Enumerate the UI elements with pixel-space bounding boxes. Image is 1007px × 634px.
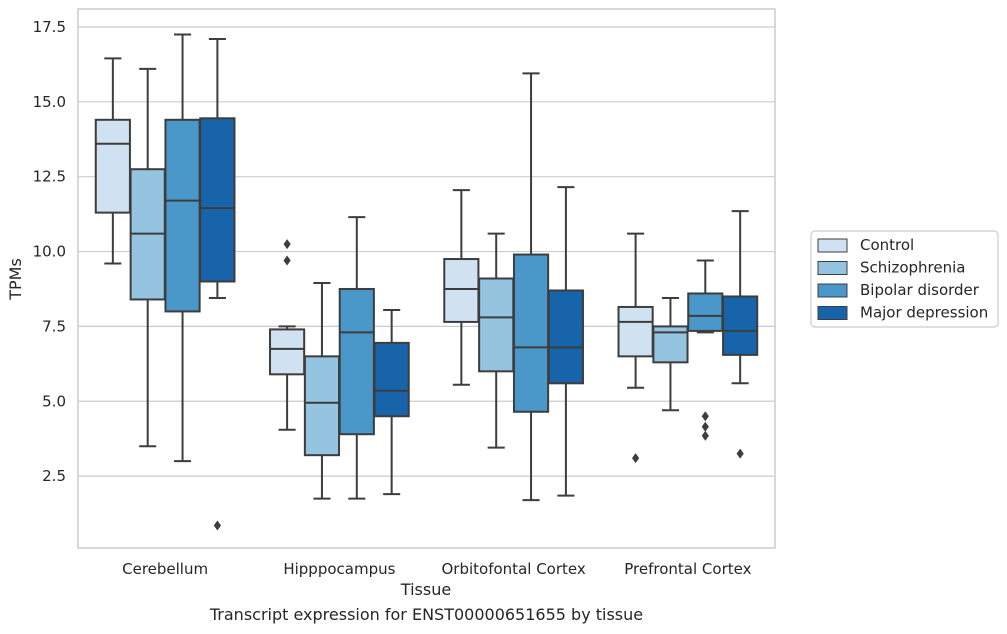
outlier-point — [283, 255, 291, 266]
x-axis-label: Tissue — [400, 580, 451, 599]
x-tick-label: Prefrontal Cortex — [624, 560, 751, 578]
box-iqr — [199, 117, 236, 283]
y-tick-label: 15.0 — [33, 93, 66, 111]
box-iqr — [687, 292, 724, 332]
box-iqr — [338, 287, 375, 436]
y-tick-label: 5.0 — [42, 392, 66, 410]
legend-label: Schizophrenia — [860, 259, 965, 277]
y-axis-ticks: 2.5 5.0 7.5 10.0 12.5 15.0 17.5 — [33, 18, 66, 485]
legend-swatch — [817, 238, 848, 253]
outlier-point — [213, 520, 221, 531]
legend: Control Schizophrenia Bipolar disorder Majo… — [810, 230, 999, 328]
outlier-point — [701, 411, 709, 422]
box-iqr — [269, 328, 306, 376]
box-1 — [269, 239, 306, 431]
legend-swatch — [817, 261, 848, 275]
y-tick-label: 17.5 — [33, 18, 66, 36]
box-1 — [617, 232, 654, 464]
box-1 — [94, 57, 131, 265]
y-tick-label: 12.5 — [33, 168, 66, 186]
box-iqr — [373, 341, 410, 418]
box-iqr — [512, 253, 550, 413]
figure-caption: Transcript expression for ENST0000065165… — [209, 605, 644, 624]
legend-label: Bipolar disorder — [860, 281, 980, 299]
box-iqr — [478, 277, 515, 373]
x-tick-label: Hipppocampus — [283, 560, 395, 578]
box-3 — [687, 259, 724, 441]
outlier-point — [632, 453, 640, 464]
box-iqr — [94, 118, 131, 214]
box-plot-area — [94, 33, 759, 531]
legend-label: Control — [860, 236, 914, 254]
plot-frame — [77, 8, 776, 549]
box-iqr — [722, 295, 759, 356]
outlier-point — [701, 430, 709, 441]
box-2 — [478, 232, 515, 449]
box-4 — [547, 186, 584, 497]
legend-swatch — [817, 306, 848, 320]
x-tick-label: Cerebellum — [122, 560, 208, 578]
box-iqr — [547, 289, 584, 385]
box-3 — [164, 33, 201, 463]
box-1 — [443, 189, 480, 386]
legend-label: Major depression — [860, 304, 988, 322]
y-axis-label: TPMs — [6, 258, 25, 301]
outlier-point — [283, 239, 291, 250]
box-4 — [199, 37, 236, 531]
outlier-point — [701, 421, 709, 432]
box-2 — [303, 281, 341, 500]
legend-frame — [810, 230, 999, 328]
box-iqr — [443, 258, 480, 323]
box-3 — [512, 72, 550, 502]
box-2 — [129, 67, 166, 448]
box-iqr — [164, 118, 201, 313]
outlier-point — [736, 448, 744, 459]
y-tick-label: 2.5 — [42, 467, 66, 485]
x-tick-label: Orbitofontal Cortex — [442, 560, 586, 578]
box-iqr — [617, 305, 654, 358]
box-iqr — [303, 355, 341, 457]
box-2 — [652, 296, 689, 412]
box-3 — [338, 216, 375, 500]
box-4 — [722, 210, 759, 459]
y-tick-label: 7.5 — [42, 317, 66, 335]
legend-swatch — [817, 283, 848, 298]
y-tick-label: 10.0 — [33, 243, 66, 261]
x-axis-ticks: Cerebellum Hipppocampus Orbitofontal Corte… — [122, 560, 751, 578]
box-4 — [373, 308, 410, 496]
